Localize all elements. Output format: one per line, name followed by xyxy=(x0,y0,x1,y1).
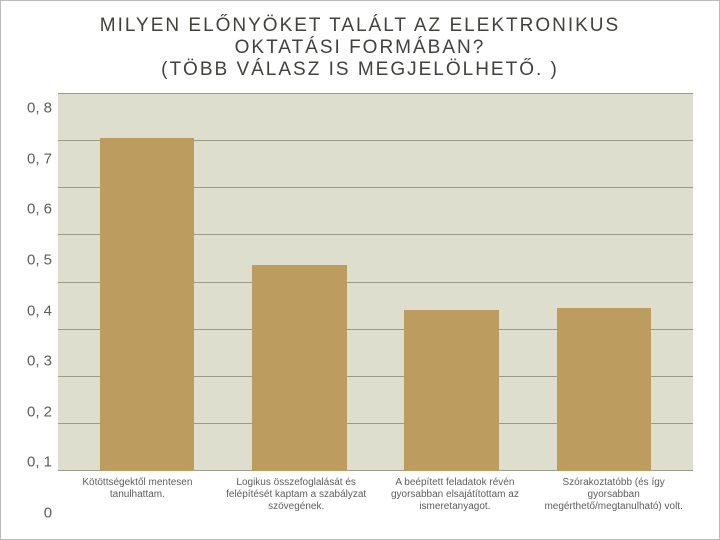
plot-wrap: Kötöttségektől mentesen tanulhattam. Log… xyxy=(58,93,693,513)
y-tick-label: 0, 5 xyxy=(27,252,52,267)
bar-0 xyxy=(100,138,194,471)
bar-slot xyxy=(223,93,375,471)
chart-area: 0, 8 0, 7 0, 6 0, 5 0, 4 0, 3 0, 2 0, 1 … xyxy=(27,93,693,513)
bar-2 xyxy=(404,310,498,471)
y-tick-label: 0, 6 xyxy=(27,202,52,217)
y-tick-label: 0, 2 xyxy=(27,404,52,419)
x-tick-label: Kötöttségektől mentesen tanulhattam. xyxy=(58,477,217,513)
y-tick-label: 0, 1 xyxy=(27,455,52,470)
y-tick-label: 0 xyxy=(27,506,52,521)
y-tick-label: 0, 7 xyxy=(27,151,52,166)
y-tick-label: 0, 4 xyxy=(27,303,52,318)
y-axis: 0, 8 0, 7 0, 6 0, 5 0, 4 0, 3 0, 2 0, 1 … xyxy=(27,93,58,513)
x-tick-label: Logikus összefoglalását és felépítését k… xyxy=(217,477,376,513)
bar-slot xyxy=(528,93,680,471)
bars-row xyxy=(58,93,693,471)
bar-3 xyxy=(557,308,651,471)
slide-container: MILYEN ELŐNYÖKET TALÁLT AZ ELEKTRONIKUS … xyxy=(0,0,720,540)
bar-1 xyxy=(252,265,346,471)
x-tick-label: A beépített feladatok révén gyorsabban e… xyxy=(376,477,535,513)
bar-slot xyxy=(376,93,528,471)
y-tick-label: 0, 3 xyxy=(27,354,52,369)
chart-title: MILYEN ELŐNYÖKET TALÁLT AZ ELEKTRONIKUS … xyxy=(27,15,693,81)
y-tick-label: 0, 8 xyxy=(27,101,52,116)
plot-area xyxy=(58,93,693,471)
bar-slot xyxy=(71,93,223,471)
x-tick-label: Szórakoztatóbb (és így gyorsabban megért… xyxy=(534,477,693,513)
x-axis-labels: Kötöttségektől mentesen tanulhattam. Log… xyxy=(58,477,693,513)
